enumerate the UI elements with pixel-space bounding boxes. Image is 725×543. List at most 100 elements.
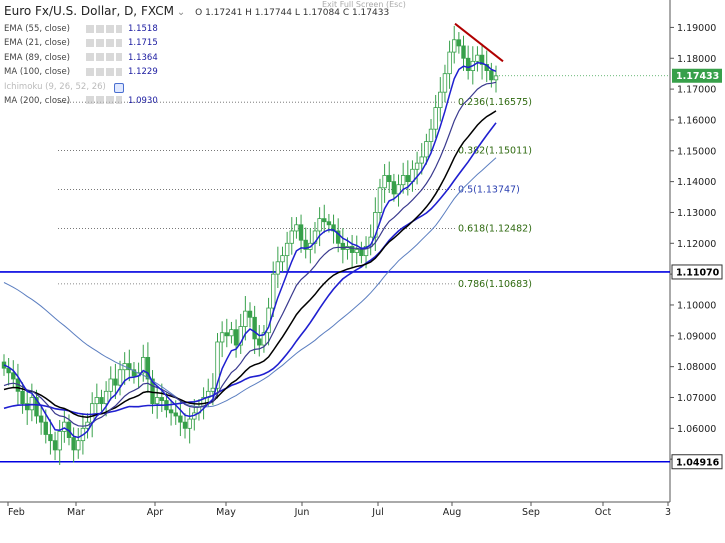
- candle-body: [99, 397, 104, 405]
- candle-body: [187, 418, 192, 429]
- level-price-label: 1.11070: [676, 267, 720, 278]
- candle-body: [428, 128, 434, 142]
- candle-body: [94, 397, 100, 405]
- candle-body: [238, 326, 243, 346]
- legend-controls-icon[interactable]: [86, 38, 122, 47]
- candle-body: [71, 437, 76, 451]
- candle-body: [233, 329, 239, 346]
- last-price-tag: [672, 68, 722, 83]
- candle-body: [173, 412, 178, 417]
- y-tick-label: 1.09000: [677, 331, 716, 342]
- exit-full-screen-hint[interactable]: Exit Full Screen (Esc): [322, 0, 406, 9]
- candle-body: [298, 224, 304, 241]
- candle-body: [284, 242, 290, 257]
- legend-controls-icon[interactable]: [86, 24, 122, 33]
- candle-body: [43, 421, 48, 435]
- candle-body: [493, 75, 499, 81]
- candle-body: [131, 369, 137, 377]
- ema89-line: [3, 110, 497, 418]
- candle-body: [317, 218, 322, 232]
- last-price-label: 1.17433: [676, 71, 719, 82]
- candle-body: [363, 245, 369, 257]
- candle-body: [34, 397, 39, 417]
- candle-body: [117, 369, 123, 386]
- chart-header: Euro Fx/U.S. Dollar, D, FXCM ⌄ O 1.17241 …: [4, 4, 389, 18]
- x-tick-label: Mar: [67, 507, 85, 518]
- candle-body: [289, 230, 294, 244]
- legend-controls-icon[interactable]: [86, 67, 122, 76]
- candle-body: [340, 242, 346, 250]
- candle-body: [377, 187, 383, 213]
- fib-level-label: 0.236(1.16575): [458, 97, 532, 108]
- candlestick-series: [1, 25, 499, 466]
- symbol-title[interactable]: Euro Fx/U.S. Dollar, D, FXCM: [4, 4, 174, 18]
- legend-row-ichimoku[interactable]: Ichimoku (9, 26, 52, 26): [4, 80, 158, 94]
- legend-controls-icon[interactable]: [86, 53, 122, 62]
- candle-body: [438, 91, 443, 109]
- y-tick-label: 1.18000: [677, 54, 716, 65]
- candle-body: [141, 356, 146, 374]
- y-tick-label: 1.12000: [677, 239, 716, 250]
- candle-body: [108, 378, 113, 392]
- legend-row-ema21[interactable]: EMA (21, close) 1.1715: [4, 38, 158, 49]
- candle-body: [452, 39, 457, 53]
- x-tick-label: Jul: [371, 507, 383, 518]
- candle-body: [461, 45, 466, 59]
- level-price-tag: [671, 454, 723, 470]
- candle-body: [387, 175, 392, 183]
- candle-body: [25, 403, 30, 411]
- candle-body: [113, 378, 118, 386]
- x-tick-label: May: [216, 507, 236, 518]
- candle-body: [359, 249, 364, 257]
- legend-row-ema55[interactable]: EMA (55, close) 1.1518: [4, 24, 158, 34]
- candle-body: [275, 261, 281, 275]
- candle-body: [159, 397, 165, 401]
- level-price-tag: [671, 264, 723, 280]
- candle-body: [257, 338, 262, 346]
- fib-level-label: 0.618(1.12482): [458, 223, 532, 234]
- y-tick-label: 1.16000: [677, 115, 716, 126]
- candle-body: [271, 273, 276, 309]
- chevron-down-icon[interactable]: ⌄: [176, 7, 186, 18]
- candle-body: [20, 390, 25, 405]
- candle-body: [103, 390, 109, 405]
- y-tick-label: 1.13000: [677, 208, 716, 219]
- candle-body: [479, 54, 485, 65]
- candle-body: [456, 39, 462, 47]
- legend-row-ma100[interactable]: MA (100, close) 1.1229: [4, 67, 158, 78]
- candle-body: [89, 403, 95, 423]
- candle-body: [215, 341, 220, 389]
- candle-body: [475, 54, 480, 62]
- legend-controls-icon[interactable]: [86, 96, 122, 105]
- candle-body: [247, 310, 253, 318]
- candle-body: [178, 415, 183, 423]
- level-price-label: 1.04916: [676, 457, 720, 468]
- candle-body: [433, 107, 438, 130]
- candle-body: [261, 332, 267, 346]
- candle-body: [48, 434, 53, 442]
- candle-body: [414, 162, 420, 170]
- candle-body: [52, 440, 58, 451]
- legend-row-ema89[interactable]: EMA (89, close) 1.1364: [4, 52, 158, 63]
- candle-body: [349, 245, 355, 253]
- ma200-line: [3, 157, 497, 408]
- candle-body: [229, 329, 234, 337]
- candle-body: [252, 316, 257, 340]
- candle-body: [57, 431, 62, 451]
- candle-body: [489, 70, 494, 81]
- candle-body: [354, 249, 359, 253]
- y-tick-label: 1.14000: [677, 177, 716, 188]
- candle-body: [294, 224, 299, 232]
- candle-body: [6, 367, 11, 374]
- candle-body: [405, 175, 411, 183]
- indicator-legend: EMA (55, close) 1.1518 EMA (21, close) 1.1…: [4, 22, 158, 108]
- candle-body: [391, 181, 397, 195]
- candle-body: [127, 363, 132, 371]
- candle-body: [29, 397, 35, 411]
- visibility-toggle-icon[interactable]: [114, 82, 124, 93]
- candle-body: [382, 175, 387, 189]
- y-tick-label: 1.10000: [677, 300, 716, 311]
- candle-body: [322, 218, 327, 223]
- legend-row-ma200[interactable]: MA (200, close) 1.0930: [4, 95, 158, 106]
- candle-body: [424, 141, 429, 158]
